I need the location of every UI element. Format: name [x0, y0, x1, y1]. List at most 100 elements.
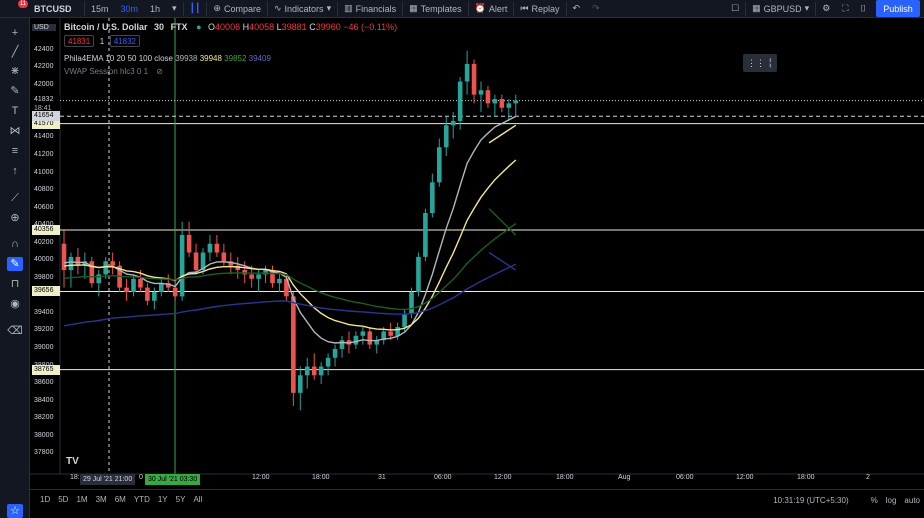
candle-up	[464, 63, 470, 82]
brush-icon[interactable]: ✎	[10, 85, 20, 97]
currency-select[interactable]: ▦ GBPUSD ▾	[746, 0, 815, 18]
percent-toggle[interactable]: %	[870, 495, 878, 505]
candle-down	[75, 256, 81, 266]
candle-up	[443, 125, 449, 148]
range-5y[interactable]: 5Y	[175, 495, 186, 504]
price-tick: 39000	[34, 343, 54, 351]
candle-down	[186, 234, 192, 253]
ema20-projection	[488, 124, 517, 144]
undo-button[interactable]: ↶	[567, 0, 587, 18]
zoom-icon[interactable]: ⊕	[10, 212, 20, 224]
replay-label: Replay	[531, 3, 560, 14]
clock[interactable]: 10:31:19 (UTC+5:30)	[773, 495, 849, 505]
timeframe-15m[interactable]: 15m	[91, 3, 109, 14]
candle-up	[506, 103, 512, 108]
candle-down	[235, 265, 241, 271]
candle-up	[374, 340, 380, 345]
candles-icon: ┃┃	[189, 3, 201, 13]
settings-button[interactable]: ⚙	[816, 0, 836, 18]
redo-button[interactable]: ↷	[586, 0, 606, 18]
ask-button[interactable]: 41832	[109, 35, 140, 47]
trash-icon[interactable]: ⌫	[7, 325, 23, 337]
time-tick: 18:	[70, 474, 80, 481]
candle-down	[89, 261, 95, 284]
currency-label[interactable]: USD	[32, 24, 56, 31]
candle-down	[270, 270, 275, 284]
high-label: H	[242, 22, 250, 32]
candle-down	[471, 63, 477, 95]
range-3m[interactable]: 3M	[95, 495, 107, 504]
time-tick: 12:00	[736, 474, 754, 481]
candle-down	[172, 287, 178, 297]
chart-type-button[interactable]: ┃┃	[184, 0, 207, 18]
candle-up	[68, 256, 74, 271]
lock-icon[interactable]: ⊓	[10, 278, 20, 290]
snapshot-button[interactable]: ⌷	[855, 0, 872, 18]
auto-toggle[interactable]: auto	[904, 495, 920, 505]
range-6m[interactable]: 6M	[114, 495, 126, 504]
drawing-toolbar: + ╱ ⋇ ✎ T ⋈ ≡ ↑ ⟋ ⊕ ∩ ✎ ⊓ ◉ ⌫ ☆	[0, 18, 30, 518]
publish-button[interactable]: Publish	[876, 0, 920, 17]
fib-icon[interactable]: ⋇	[10, 65, 20, 77]
pattern-icon[interactable]: ⋈	[9, 125, 21, 137]
hidden-eye-icon[interactable]: ⊘	[156, 67, 163, 76]
range-ytd[interactable]: YTD	[133, 495, 150, 504]
range-1d[interactable]: 1D	[40, 495, 51, 504]
tradingview-logo: TV	[66, 456, 79, 467]
symbol-search[interactable]: BTCUSD	[34, 3, 72, 14]
marker-time-label: 30 Jul '21 03:30	[145, 474, 201, 485]
range-all[interactable]: All	[193, 495, 203, 504]
candle-up	[360, 331, 366, 336]
templates-label: Templates	[420, 3, 462, 14]
timeframe-30m[interactable]: 30m	[120, 3, 139, 14]
replay-button[interactable]: ⏮ Replay	[514, 0, 565, 18]
candle-up	[492, 99, 498, 104]
layout-button[interactable]: ☐	[725, 0, 745, 18]
price-tick: 40800	[34, 186, 54, 194]
object-tree-button[interactable]: ⋮⋮ ╎	[743, 54, 777, 72]
indicators-button[interactable]: ∿ Indicators ▾	[268, 0, 337, 18]
log-toggle[interactable]: log	[885, 495, 897, 505]
candle-up	[298, 375, 303, 393]
bid-button[interactable]: 41831	[64, 35, 95, 47]
timeframe-1h[interactable]: 1h	[150, 3, 161, 14]
range-1m[interactable]: 1M	[76, 495, 88, 504]
fullscreen-button[interactable]: ⛶	[836, 0, 854, 18]
range-1y[interactable]: 1Y	[157, 495, 168, 504]
price-tick: 40400	[32, 221, 60, 228]
candle-up	[430, 182, 435, 214]
candle-up	[457, 81, 463, 121]
bottom-toolbar: 1D 5D 1M 3M 6M YTD 1Y 5Y All 10:31:19 (UTC+5:30)…	[30, 489, 924, 509]
candle-up	[256, 274, 261, 279]
financials-label: Financials	[355, 3, 397, 14]
price-tick: 41400	[34, 133, 54, 141]
top-toolbar: BTCUSD 15m 30m 1h ▾ ┃┃ ⊕ Compare ∿ Indicat…	[0, 0, 924, 18]
candle-down	[228, 261, 234, 266]
financials-button[interactable]: ▥ Financials	[338, 0, 402, 18]
ema50-value: 39852	[224, 54, 247, 63]
time-tick: 12:00	[494, 474, 512, 481]
ruler-icon[interactable]: ⟋	[11, 192, 19, 204]
stay-drawing-icon[interactable]: ✎	[7, 257, 23, 271]
text-icon[interactable]: T	[11, 105, 19, 117]
magnet-icon[interactable]: ∩	[11, 238, 19, 250]
trendline-icon[interactable]: ╱	[11, 46, 19, 58]
arrow-icon[interactable]: ↑	[12, 165, 18, 177]
eye-icon[interactable]: ◉	[10, 298, 20, 310]
alert-button[interactable]: ⏰ Alert	[469, 0, 514, 18]
time-tick: 06:00	[434, 474, 452, 481]
candle-up	[339, 340, 345, 349]
candle-down	[165, 283, 171, 288]
timeframe-dropdown-icon[interactable]: ▾	[172, 3, 177, 13]
price-chart[interactable]: TV	[30, 18, 924, 488]
forecast-icon[interactable]: ≡	[11, 145, 19, 157]
candle-up	[263, 270, 268, 275]
templates-button[interactable]: ▦ Templates	[403, 0, 468, 18]
ema-legend: Phila4EMA 10 20 50 100 close 39938 39948…	[64, 54, 271, 63]
handle-icon: ⋮⋮ ╎	[747, 58, 773, 68]
range-5d[interactable]: 5D	[58, 495, 69, 504]
divider	[513, 1, 515, 16]
star-icon[interactable]: ☆	[7, 504, 23, 518]
compare-button[interactable]: ⊕ Compare	[207, 0, 267, 18]
crosshair-icon[interactable]: +	[11, 27, 19, 39]
